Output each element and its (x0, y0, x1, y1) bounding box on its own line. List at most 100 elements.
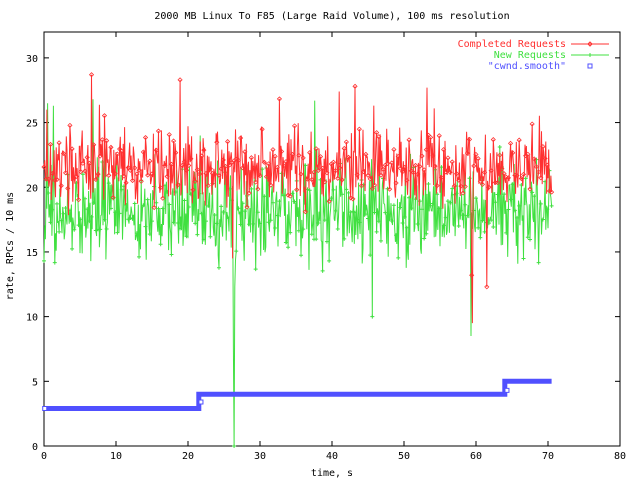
point-new-requests (150, 219, 154, 224)
point-completed-requests (434, 183, 440, 189)
point-completed-requests (283, 159, 289, 165)
point-completed-requests (490, 137, 496, 143)
point-new-requests (270, 200, 275, 205)
point-new-requests (255, 210, 260, 215)
point-completed-requests (361, 169, 367, 175)
point-completed-requests (276, 96, 283, 102)
point-completed-requests (339, 177, 345, 183)
point-completed-requests (60, 150, 67, 157)
point-completed-requests (326, 198, 332, 204)
point-completed-requests (449, 159, 455, 165)
point-new-requests (465, 213, 470, 218)
point-new-requests (283, 240, 288, 245)
x-tick-label: 60 (470, 451, 482, 462)
point-new-requests (413, 197, 418, 202)
point-completed-requests (516, 137, 522, 143)
point-new-requests (225, 215, 230, 220)
point-completed-requests (428, 134, 434, 140)
point-new-requests (357, 220, 362, 225)
point-new-requests (324, 239, 329, 244)
point-completed-requests (436, 133, 442, 139)
point-new-requests (89, 214, 94, 219)
point-completed-requests (397, 165, 403, 171)
y-tick-label: 20 (26, 183, 38, 194)
point-completed-requests (45, 176, 51, 182)
point-new-requests (333, 208, 338, 213)
point-completed-requests (412, 162, 419, 168)
point-new-requests (98, 227, 103, 232)
point-new-requests (46, 191, 51, 196)
point-completed-requests (343, 139, 349, 145)
point-new-requests (314, 237, 319, 242)
point-new-requests (104, 226, 109, 231)
point-completed-requests (225, 139, 231, 145)
point-new-requests (240, 201, 245, 206)
point-completed-requests (136, 167, 142, 173)
point-completed-requests (246, 190, 252, 196)
point-new-requests (378, 238, 383, 243)
axis-ticks: 0 10 20 30 40 50 60 70 80 0 5 10 15 20 25 30 (26, 32, 626, 462)
point-new-requests (489, 218, 494, 223)
point-completed-requests (374, 130, 380, 136)
point-new-requests (128, 216, 133, 220)
point-completed-requests (181, 159, 187, 165)
point-completed-requests (88, 72, 95, 78)
point-completed-requests (337, 165, 343, 171)
point-completed-requests (255, 186, 261, 192)
point-new-requests (502, 192, 507, 197)
point-completed-requests (501, 171, 507, 177)
point-new-requests (251, 221, 256, 226)
point-new-requests (247, 222, 252, 227)
x-tick-label: 10 (110, 451, 122, 462)
point-new-requests (329, 196, 334, 201)
point-completed-requests (108, 144, 114, 150)
point-completed-requests (330, 159, 337, 165)
point-new-requests (340, 192, 345, 197)
point-new-requests (495, 192, 500, 197)
point-new-requests (83, 196, 88, 201)
point-new-requests (538, 201, 543, 206)
point-new-requests (134, 231, 139, 236)
point-new-requests (536, 260, 541, 265)
point-completed-requests (233, 156, 239, 162)
point-new-requests (238, 222, 243, 227)
point-new-requests (292, 199, 297, 204)
point-new-requests (113, 210, 118, 215)
point-completed-requests (456, 177, 462, 183)
point-completed-requests (302, 209, 308, 215)
point-completed-requests (380, 166, 386, 172)
point-completed-requests (69, 146, 75, 152)
point-new-requests (143, 224, 148, 229)
point-new-requests (167, 202, 172, 207)
point-completed-requests (287, 193, 293, 199)
point-completed-requests (322, 179, 328, 185)
point-completed-requests (341, 145, 347, 152)
point-completed-requests (527, 186, 533, 192)
x-tick-label: 20 (182, 451, 194, 462)
point-completed-requests (536, 169, 542, 175)
point-completed-requests (479, 181, 486, 187)
point-new-requests (221, 209, 226, 214)
point-new-requests (441, 223, 446, 228)
point-new-requests (102, 217, 107, 222)
point-completed-requests (410, 169, 416, 176)
point-new-requests (273, 225, 278, 230)
point-completed-requests (300, 155, 306, 161)
point-new-requests (63, 205, 68, 210)
point-new-requests (521, 256, 526, 261)
point-completed-requests (514, 173, 520, 179)
point-new-requests (141, 203, 146, 208)
point-new-requests (258, 221, 262, 226)
point-completed-requests (160, 195, 166, 201)
point-completed-requests (298, 171, 304, 177)
point-new-requests (61, 211, 66, 216)
point-new-requests (450, 186, 455, 191)
point-completed-requests (477, 178, 483, 184)
point-new-requests (54, 201, 59, 206)
point-completed-requests (291, 123, 298, 129)
point-completed-requests (441, 147, 447, 153)
point-new-requests (428, 203, 433, 208)
point-completed-requests (253, 179, 259, 185)
point-new-requests (214, 221, 219, 226)
